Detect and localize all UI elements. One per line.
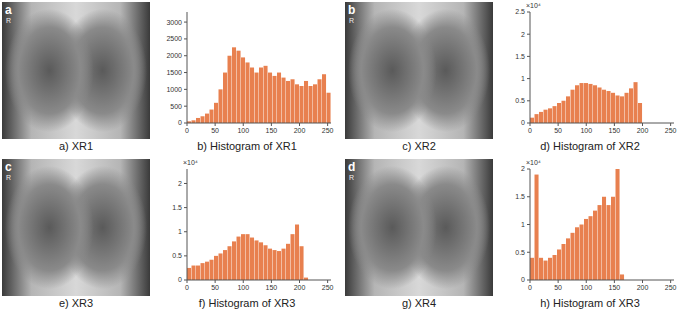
html-text:b) Histogram of XR1: b) Histogram of XR1 <box>197 140 297 152</box>
html-text:c) XR2: c) XR2 <box>402 140 436 152</box>
svg-text:1.5: 1.5 <box>515 53 525 60</box>
html-text:×10⁴: ×10⁴ <box>526 2 541 9</box>
svg-text:50: 50 <box>554 127 562 134</box>
svg-text:0: 0 <box>521 119 525 126</box>
html-text:d: d <box>348 160 356 174</box>
svg-text:0.5: 0.5 <box>515 97 525 104</box>
svg-text:50: 50 <box>211 284 219 291</box>
svg-text:0: 0 <box>528 284 532 291</box>
svg-text:2.5: 2.5 <box>515 8 525 15</box>
svg-text:250: 250 <box>665 127 677 134</box>
html-text:g) XR4: g) XR4 <box>401 297 437 309</box>
svg-text:0: 0 <box>521 276 525 283</box>
svg-text:1000: 1000 <box>166 86 182 93</box>
html-text:a) XR1: a) XR1 <box>58 140 94 152</box>
svg-text:50: 50 <box>554 284 562 291</box>
svg-text:3000: 3000 <box>166 19 182 26</box>
svg-text:500: 500 <box>170 103 182 110</box>
html-text:×10⁴: ×10⁴ <box>526 159 541 166</box>
svg-text:1: 1 <box>178 228 182 235</box>
html-text:e) XR3: e) XR3 <box>58 297 94 309</box>
svg-text:50: 50 <box>211 127 219 134</box>
html-text:R: R <box>349 17 355 24</box>
svg-text:1: 1 <box>521 221 525 228</box>
svg-text:0: 0 <box>185 127 189 134</box>
svg-text:150: 150 <box>266 284 278 291</box>
svg-text:150: 150 <box>266 127 278 134</box>
svg-text:2000: 2000 <box>166 52 182 59</box>
svg-text:250: 250 <box>665 284 677 291</box>
svg-text:2: 2 <box>178 180 182 187</box>
svg-text:0.5: 0.5 <box>515 249 525 256</box>
svg-text:100: 100 <box>580 284 592 291</box>
svg-text:150: 150 <box>609 127 621 134</box>
svg-text:150: 150 <box>609 284 621 291</box>
svg-text:2: 2 <box>521 31 525 38</box>
svg-text:200: 200 <box>637 284 649 291</box>
html-text:f) Histogram of XR3: f) Histogram of XR3 <box>198 297 296 309</box>
svg-text:200: 200 <box>294 284 306 291</box>
svg-text:0: 0 <box>178 276 182 283</box>
svg-text:100: 100 <box>580 127 592 134</box>
svg-text:1: 1 <box>521 75 525 82</box>
svg-text:2: 2 <box>521 165 525 172</box>
svg-text:1500: 1500 <box>166 69 182 76</box>
svg-text:2500: 2500 <box>166 35 182 42</box>
html-text:R: R <box>349 174 355 181</box>
svg-text:250: 250 <box>322 127 334 134</box>
svg-text:200: 200 <box>294 127 306 134</box>
html-text:d) Histogram of XR2: d) Histogram of XR2 <box>540 140 640 152</box>
html-text:R: R <box>6 17 12 24</box>
html-text:b: b <box>348 3 356 17</box>
svg-text:0.5: 0.5 <box>172 252 182 259</box>
svg-text:200: 200 <box>637 127 649 134</box>
svg-text:100: 100 <box>237 284 249 291</box>
html-text:R: R <box>6 174 12 181</box>
svg-text:0: 0 <box>178 119 182 126</box>
html-text:c: c <box>5 160 12 174</box>
svg-text:100: 100 <box>237 127 249 134</box>
svg-text:0: 0 <box>185 284 189 291</box>
svg-text:1.5: 1.5 <box>515 193 525 200</box>
svg-text:1.5: 1.5 <box>172 204 182 211</box>
svg-text:250: 250 <box>322 284 334 291</box>
html-text:×10⁴: ×10⁴ <box>183 159 198 166</box>
svg-text:0: 0 <box>528 127 532 134</box>
html-text:h) Histogram of XR3: h) Histogram of XR3 <box>540 297 640 309</box>
html-text:a: a <box>5 3 12 17</box>
